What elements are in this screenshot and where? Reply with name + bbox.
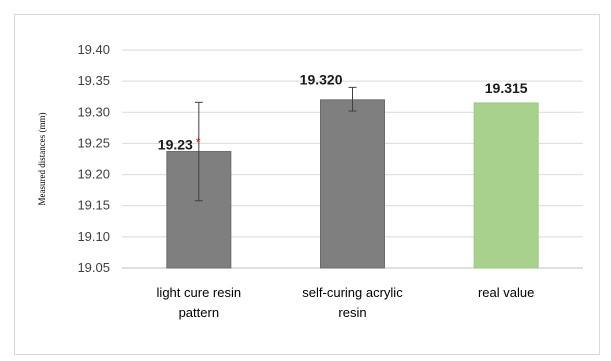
category-label: light cure resin	[157, 285, 242, 300]
bar	[320, 99, 385, 269]
y-tick-label: 19.25	[77, 135, 110, 150]
y-tick-label: 19.40	[77, 42, 110, 57]
category-label: real value	[478, 285, 534, 300]
bar	[473, 102, 539, 269]
labels: 19.40 19.35 19.30 19.25 19.20 19.15 19.10 19.05…	[77, 42, 534, 320]
category-label: self-curing acrylic	[302, 285, 403, 300]
data-label: 19.315	[485, 80, 528, 96]
y-tick-label: 19.10	[77, 229, 110, 244]
y-tick-label: 19.35	[77, 73, 110, 88]
bars	[166, 86, 539, 269]
y-axis-label: Measured distances (mm)	[37, 113, 47, 206]
y-tick-label: 19.15	[77, 198, 110, 213]
category-label: pattern	[179, 305, 219, 320]
data-label: 19.23	[158, 137, 193, 153]
y-tick-label: 19.20	[77, 167, 110, 182]
category-label: resin	[338, 305, 366, 320]
y-tick-label: 19.30	[77, 104, 110, 119]
y-tick-label: 19.05	[77, 260, 110, 275]
significance-star: *	[196, 136, 201, 150]
data-label: 19.320	[300, 71, 343, 87]
